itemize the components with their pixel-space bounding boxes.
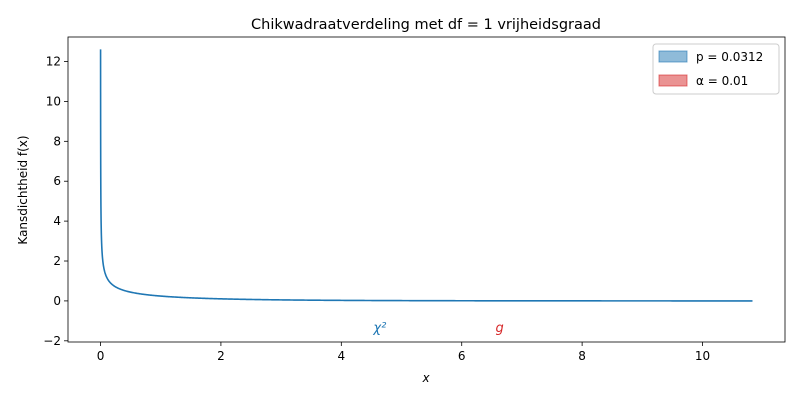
legend-swatch-2	[658, 74, 688, 87]
y-axis-label: Kansdichtheid f(x)	[16, 135, 30, 244]
legend-label-1: p = 0.0312	[696, 50, 763, 64]
chart-title: Chikwadraatverdeling met df = 1 vrijheid…	[251, 17, 601, 33]
marker-label-1: χ²	[372, 321, 386, 336]
plot-area: χ² g	[99, 49, 753, 336]
y-tick-label: 0	[53, 294, 61, 308]
y-tick-label: −2	[43, 334, 61, 348]
x-tick-label: 10	[695, 349, 710, 363]
y-tick-label: 8	[53, 134, 61, 148]
x-tick-label: 2	[217, 349, 225, 363]
x-axis-label: x	[421, 371, 430, 385]
x-tick-label: 8	[578, 349, 586, 363]
y-tick-label: 4	[53, 214, 61, 228]
y-tick-label: 6	[53, 174, 61, 188]
y-tick-label: 10	[46, 94, 61, 108]
y-tick-label: 12	[46, 55, 61, 69]
y-axis: −2 0 2 4 6 8 10 12	[43, 55, 68, 348]
marker-label-2: g	[496, 321, 504, 336]
legend-swatch-1	[658, 50, 688, 63]
x-tick-label: 4	[337, 349, 345, 363]
plot-frame	[67, 36, 786, 343]
series-line	[99, 49, 753, 302]
legend-label-2: α = 0.01	[696, 74, 748, 88]
y-tick-label: 2	[53, 254, 61, 268]
x-axis: 0 2 4 6 8 10	[97, 342, 710, 363]
legend: p = 0.0312 α = 0.01	[652, 43, 780, 95]
x-tick-label: 6	[458, 349, 466, 363]
x-tick-label: 0	[97, 349, 105, 363]
